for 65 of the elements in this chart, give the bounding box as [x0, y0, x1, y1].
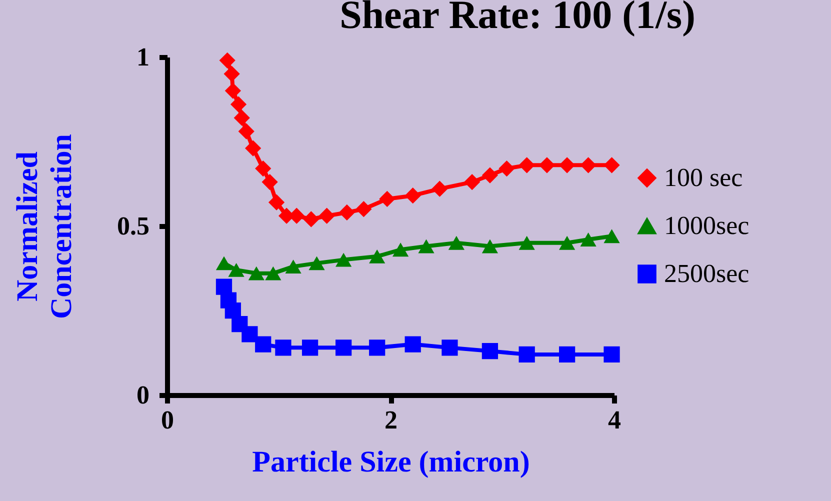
- point: [580, 232, 596, 246]
- point: [369, 249, 386, 264]
- point: [448, 236, 464, 250]
- point: [369, 340, 386, 356]
- point: [262, 174, 278, 190]
- legend-label: 1000sec: [664, 211, 750, 240]
- point: [518, 346, 535, 363]
- point: [379, 190, 396, 208]
- point: [303, 211, 320, 228]
- point: [336, 340, 352, 356]
- point: [242, 326, 258, 342]
- y-tick-label: 0: [136, 380, 150, 410]
- point: [404, 336, 421, 352]
- point: [230, 96, 247, 112]
- point: [356, 201, 372, 218]
- y-tick-label: 0.5: [117, 212, 150, 240]
- point: [482, 167, 498, 184]
- point: [275, 340, 292, 356]
- point: [224, 82, 241, 99]
- point: [219, 52, 236, 68]
- y-tick-label: 1: [136, 42, 150, 72]
- point: [265, 266, 282, 280]
- legend-label: 100 sec: [664, 163, 743, 192]
- point: [234, 110, 250, 126]
- point: [482, 239, 498, 254]
- x-axis-title: Particle Size (micron): [252, 446, 530, 478]
- point: [285, 260, 302, 274]
- point: [418, 239, 434, 254]
- x-tick-label: 0: [161, 406, 174, 434]
- point: [464, 174, 480, 190]
- point: [604, 346, 620, 363]
- point: [498, 160, 515, 177]
- point: [404, 188, 421, 204]
- point: [580, 157, 596, 174]
- point: [482, 343, 498, 360]
- point: [604, 157, 620, 174]
- point: [559, 236, 576, 250]
- point: [392, 242, 409, 257]
- point: [318, 208, 335, 224]
- point: [244, 140, 262, 156]
- point: [268, 194, 285, 210]
- point: [255, 336, 272, 352]
- point: [238, 123, 254, 140]
- point: [518, 236, 535, 250]
- point: [302, 340, 318, 356]
- point: [432, 180, 448, 197]
- point: [228, 262, 244, 277]
- point: [338, 204, 355, 221]
- x-tick-label: 4: [608, 406, 621, 434]
- point: [248, 266, 264, 280]
- point: [336, 252, 352, 267]
- point: [255, 160, 272, 177]
- point: [308, 256, 325, 270]
- legend-label: 2500sec: [664, 259, 750, 288]
- point: [559, 157, 576, 174]
- point: [604, 229, 620, 244]
- chart-title: Shear Rate: 100 (1/s): [340, 0, 696, 37]
- point: [224, 66, 240, 82]
- point: [518, 157, 535, 174]
- point: [442, 340, 458, 356]
- x-tick-label: 2: [384, 406, 398, 434]
- point: [538, 157, 556, 174]
- point: [216, 256, 232, 270]
- point: [559, 346, 576, 363]
- y-axis-title: Normalized Concentration: [11, 134, 78, 319]
